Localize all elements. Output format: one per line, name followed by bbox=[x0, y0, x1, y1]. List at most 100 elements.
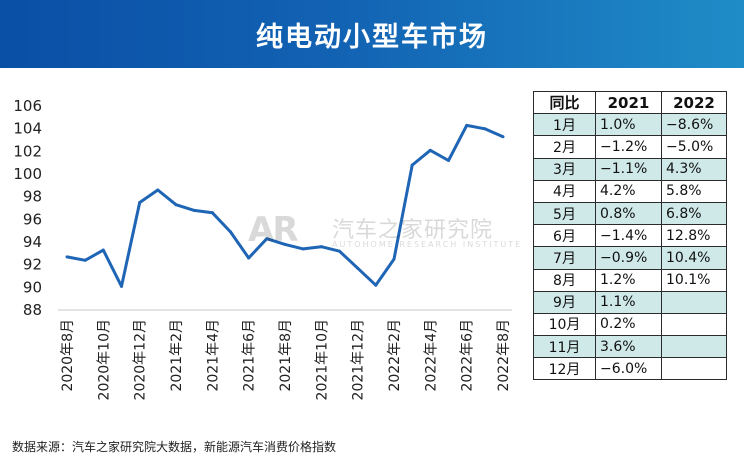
table-cell-month: 12月 bbox=[533, 357, 596, 381]
x-tick-label: 2021年6月 bbox=[242, 319, 258, 392]
data-point bbox=[483, 127, 487, 131]
table-cell: 1.2% bbox=[595, 268, 662, 292]
data-point bbox=[174, 203, 178, 207]
table-cell bbox=[661, 335, 727, 359]
data-point bbox=[229, 230, 232, 234]
table-cell bbox=[661, 290, 727, 314]
table-cell: 1.0% bbox=[595, 113, 662, 137]
data-point bbox=[138, 200, 142, 204]
y-tick-label: 104 bbox=[13, 120, 42, 138]
x-tick-label: 2020年12月 bbox=[133, 319, 149, 400]
data-point bbox=[65, 255, 69, 259]
title-banner: 纯电动小型车市场 bbox=[0, 0, 744, 68]
data-point bbox=[410, 163, 414, 167]
y-tick-label: 92 bbox=[23, 256, 42, 274]
table-row: 5月 0.8% 6.8% bbox=[533, 201, 727, 226]
data-point bbox=[356, 266, 360, 270]
table-cell-month: 7月 bbox=[533, 246, 596, 270]
table-header: 2022 bbox=[661, 90, 727, 115]
table-row: 10月 0.2% bbox=[533, 312, 727, 337]
x-tick-label: 2020年8月 bbox=[60, 319, 76, 392]
table-row: 9月 1.1% bbox=[533, 290, 727, 314]
data-point bbox=[192, 208, 196, 212]
data-point bbox=[265, 237, 269, 241]
table-row: 11月 3.6% bbox=[533, 335, 727, 359]
table-row: 7月 −0.9% 10.4% bbox=[533, 246, 727, 270]
data-point bbox=[83, 258, 87, 262]
page-title: 纯电动小型车市场 bbox=[256, 21, 488, 53]
table-cell-month: 4月 bbox=[533, 179, 596, 203]
y-tick-label: 96 bbox=[23, 210, 42, 228]
y-tick-label: 106 bbox=[13, 97, 42, 115]
table-cell: 4.2% bbox=[595, 179, 662, 203]
table-cell bbox=[661, 312, 727, 337]
table-row: 6月 −1.4% 12.8% bbox=[533, 224, 727, 248]
table-cell-month: 6月 bbox=[533, 224, 596, 248]
table-cell: −0.9% bbox=[595, 246, 662, 270]
table-cell: 4.3% bbox=[661, 157, 727, 181]
table-header-row: 同比 2021 2022 bbox=[533, 90, 727, 115]
table-cell-month: 9月 bbox=[533, 290, 596, 314]
data-point bbox=[428, 148, 432, 152]
data-source-note: 数据来源：汽车之家研究院大数据，新能源汽车消费价格指数 bbox=[12, 440, 337, 454]
yoy-table: 同比 2021 2022 1月 1.0% −8.6% 2月 −1.2% −5.0… bbox=[533, 90, 727, 381]
data-point bbox=[501, 135, 505, 139]
y-tick-label: 100 bbox=[13, 165, 42, 183]
table-cell-month: 11月 bbox=[533, 335, 596, 359]
x-tick-label: 2021年8月 bbox=[278, 319, 294, 392]
table-cell: 1.1% bbox=[595, 290, 662, 314]
table-row: 1月 1.0% −8.6% bbox=[533, 113, 727, 137]
y-tick-label: 98 bbox=[23, 188, 42, 206]
x-tick-label: 2021年2月 bbox=[169, 319, 185, 392]
y-tick-label: 102 bbox=[13, 142, 42, 160]
data-point bbox=[210, 211, 214, 215]
x-tick-label: 2022年2月 bbox=[387, 319, 403, 392]
data-point bbox=[156, 188, 160, 192]
y-tick-label: 94 bbox=[23, 233, 42, 251]
table-cell: 6.8% bbox=[661, 201, 727, 226]
table-cell-month: 10月 bbox=[533, 312, 596, 337]
x-tick-label: 2020年10月 bbox=[96, 319, 112, 400]
x-tick-label: 2021年12月 bbox=[351, 319, 367, 400]
table-cell bbox=[661, 357, 727, 381]
data-point bbox=[447, 159, 450, 163]
table-row: 2月 −1.2% −5.0% bbox=[533, 135, 727, 159]
data-point bbox=[392, 257, 396, 261]
table-cell-month: 2月 bbox=[533, 135, 596, 159]
table-cell: −1.1% bbox=[595, 157, 662, 181]
table-cell: −8.6% bbox=[661, 113, 727, 137]
y-tick-label: 90 bbox=[23, 278, 42, 296]
table-cell: 12.8% bbox=[661, 224, 727, 248]
data-point bbox=[338, 249, 341, 253]
data-point bbox=[465, 123, 469, 127]
table-cell-month: 8月 bbox=[533, 268, 596, 292]
table-row: 4月 4.2% 5.8% bbox=[533, 179, 727, 203]
table-cell: 3.6% bbox=[595, 335, 662, 359]
y-tick-label: 88 bbox=[23, 301, 42, 319]
table-cell: 0.2% bbox=[595, 312, 662, 337]
table-cell: −1.2% bbox=[595, 135, 662, 159]
data-point bbox=[101, 248, 105, 252]
data-point bbox=[120, 284, 123, 288]
table-cell: −5.0% bbox=[661, 135, 727, 159]
table-cell-month: 1月 bbox=[533, 113, 596, 137]
table-cell: −1.4% bbox=[595, 224, 662, 248]
table-cell: −6.0% bbox=[595, 357, 662, 381]
table-cell-month: 3月 bbox=[533, 157, 596, 181]
table-cell: 10.1% bbox=[661, 268, 727, 292]
table-row: 8月 1.2% 10.1% bbox=[533, 268, 727, 292]
x-tick-label: 2022年4月 bbox=[423, 319, 439, 392]
table-header: 2021 bbox=[595, 90, 662, 115]
x-tick-label: 2022年8月 bbox=[496, 319, 512, 392]
series-line bbox=[66, 123, 504, 288]
table-cell-month: 5月 bbox=[533, 201, 596, 226]
table-header: 同比 bbox=[533, 90, 596, 115]
data-point bbox=[247, 256, 251, 260]
table-row: 3月 −1.1% 4.3% bbox=[533, 157, 727, 181]
data-point bbox=[319, 245, 323, 249]
table-cell: 5.8% bbox=[661, 179, 727, 203]
table-cell: 0.8% bbox=[595, 201, 662, 226]
data-point bbox=[283, 242, 287, 246]
data-point bbox=[301, 247, 305, 251]
x-tick-label: 2022年6月 bbox=[460, 319, 476, 392]
